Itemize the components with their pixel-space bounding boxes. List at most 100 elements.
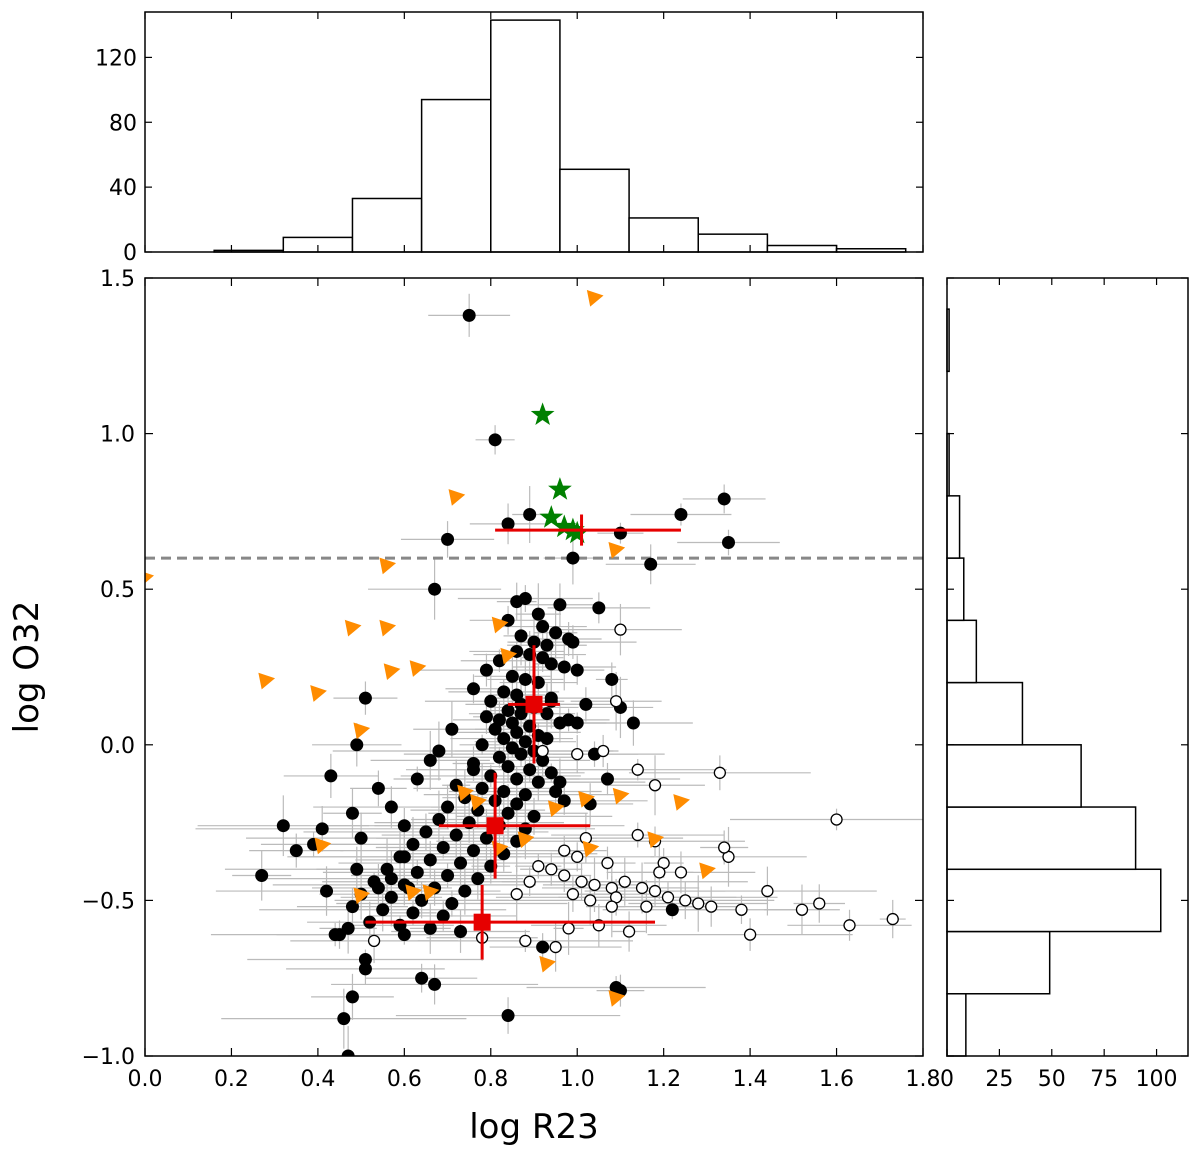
filled-circle-point (341, 921, 355, 935)
triangle-point (612, 787, 630, 805)
filled-circle-point (510, 725, 524, 739)
filled-circle-point (384, 872, 398, 886)
right-histogram-bar (946, 806, 1137, 871)
filled-circle-point (553, 598, 567, 612)
x-tick-label: 0.0 (128, 1067, 163, 1092)
open-circle-point (510, 888, 523, 901)
filled-circle-point (497, 784, 511, 798)
open-circle-point (605, 900, 618, 913)
open-circle-point (761, 884, 774, 898)
y-tick-label: 1.0 (100, 423, 135, 448)
filled-circle-point (484, 694, 498, 708)
filled-circle-point (527, 809, 541, 823)
y-tick-label: 1.5 (100, 267, 135, 292)
top-histogram-ytick-label: 120 (95, 46, 137, 71)
filled-circle-point (536, 940, 550, 954)
triangle-point (379, 557, 397, 575)
filled-circle-point (466, 844, 480, 858)
triangle-point (586, 289, 604, 307)
open-circle-point (631, 763, 644, 776)
filled-circle-point (592, 601, 606, 615)
filled-circle-point (479, 710, 493, 724)
point-errorbars (195, 293, 923, 1056)
right-histogram-bar (946, 495, 961, 559)
filled-circle-point (514, 707, 528, 721)
open-circle-point (705, 900, 718, 913)
filled-circle-point (445, 722, 459, 736)
filled-circle-point (371, 881, 385, 895)
right-histogram-xtick-label: 100 (1136, 1067, 1178, 1092)
x-axis-title: log R23 (469, 1107, 599, 1147)
triangle-point (379, 619, 397, 637)
filled-circle-point (497, 732, 511, 746)
triangle-point (699, 862, 716, 880)
filled-circle-point (536, 651, 550, 665)
open-circle-point (545, 863, 558, 876)
filled-circle-point (505, 669, 519, 683)
open-circle-point (532, 860, 545, 873)
stack-square-point (486, 817, 504, 835)
open-circle-point (519, 934, 532, 948)
open-circle-point (575, 875, 588, 888)
filled-circle-point (454, 856, 468, 870)
scatter-points (145, 289, 899, 1056)
top-histogram-ytick-label: 80 (109, 111, 137, 136)
right-histogram-bar (946, 993, 967, 1057)
filled-circle-point (717, 492, 731, 506)
open-circle-point (640, 900, 653, 913)
filled-circle-point (510, 797, 524, 811)
filled-circle-point (518, 672, 532, 686)
triangle-point (258, 672, 276, 690)
triangle-point (647, 831, 665, 849)
open-circle-point (601, 856, 614, 870)
filled-circle-point (518, 592, 532, 606)
y-tick-label: −0.5 (82, 889, 135, 914)
filled-circle-point (276, 819, 290, 833)
triangle-point (448, 489, 466, 506)
filled-circle-point (544, 766, 558, 780)
filled-circle-point (410, 865, 424, 879)
filled-circle-point (350, 738, 364, 752)
filled-circle-point (488, 433, 502, 447)
triangle-point (405, 884, 422, 901)
open-circle-point (813, 897, 826, 910)
open-circle-point (584, 894, 597, 907)
top-histogram-bars (213, 19, 907, 253)
filled-circle-point (492, 750, 506, 764)
filled-circle-point (345, 990, 359, 1004)
filled-circle-point (523, 508, 537, 522)
filled-circle-point (415, 893, 429, 907)
x-tick-label: 1.2 (646, 1067, 681, 1092)
filled-circle-point (397, 928, 411, 942)
triangle-point (422, 884, 440, 901)
top-histogram-bar (559, 168, 630, 253)
filled-circle-point (445, 897, 459, 911)
open-circle-point (609, 695, 623, 708)
filled-circle-point (557, 794, 571, 808)
right-histogram-bar (946, 930, 1051, 995)
filled-circle-point (540, 707, 554, 721)
top-histogram-ytick-label: 40 (109, 176, 137, 201)
filled-circle-point (466, 763, 480, 777)
filled-circle-point (255, 869, 269, 883)
open-circle-point (635, 881, 649, 895)
open-circle-point (597, 744, 610, 758)
triangle-point (491, 616, 509, 634)
triangle-point (383, 663, 401, 681)
filled-circle-point (410, 772, 424, 786)
open-circle-point (886, 912, 899, 926)
right-histogram-xtick-label: 25 (985, 1067, 1013, 1092)
filled-circle-point (371, 781, 385, 795)
filled-circle-point (510, 772, 524, 786)
top-histogram-bar (420, 98, 492, 253)
open-circle-point (648, 779, 662, 792)
filled-circle-point (518, 788, 532, 802)
filled-circle-point (665, 903, 679, 917)
open-circle-point (713, 766, 727, 779)
triangle-point (547, 800, 565, 817)
filled-circle-point (376, 903, 390, 917)
filled-circle-point (674, 508, 688, 522)
filled-circle-point (497, 685, 511, 699)
filled-circle-point (333, 928, 346, 942)
y-tick-label: 0.0 (100, 734, 135, 759)
